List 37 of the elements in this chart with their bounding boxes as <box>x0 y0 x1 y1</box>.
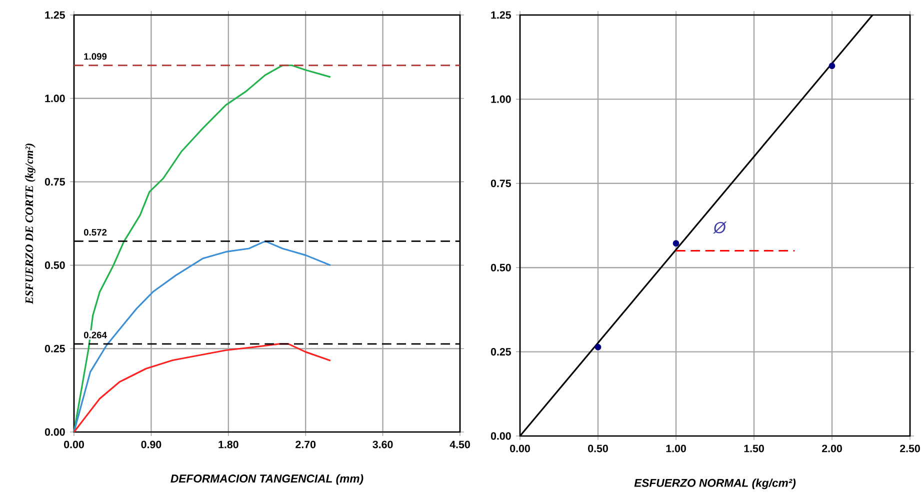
ref-line-label: 0.572 <box>84 228 107 236</box>
y-tick-label: 0.25 <box>44 344 65 352</box>
x-tick-label: 4.50 <box>450 440 470 448</box>
y-tick-label: 0.75 <box>44 178 65 186</box>
x-axis-title: DEFORMACION TANGENCIAL (mm) <box>170 474 364 485</box>
y-tick-label: 0.50 <box>490 264 511 272</box>
x-tick-label: 0.90 <box>141 440 162 448</box>
x-tick-label: 0.00 <box>64 440 84 448</box>
y-tick-label: 1.00 <box>491 95 511 103</box>
x-tick-label: 0.50 <box>588 444 608 452</box>
line-series <box>73 240 332 433</box>
y-tick-label: 0.25 <box>490 348 511 356</box>
x-tick-label: 3.60 <box>372 440 393 448</box>
y-tick-label: 1.25 <box>45 11 65 19</box>
ref-line-label: 1.099 <box>84 53 107 60</box>
x-axis-title: ESFUERZO NORMAL (kg/cm²) <box>634 478 796 490</box>
x-tick-label: 0.00 <box>510 444 530 452</box>
annotation: Ø <box>713 222 727 234</box>
x-tick-label: 2.00 <box>822 444 842 452</box>
point <box>594 344 602 350</box>
point <box>672 240 680 247</box>
x-tick-label: 1.50 <box>744 444 764 452</box>
y-tick-label: 0.50 <box>44 261 65 269</box>
y-tick-label: 0.75 <box>490 180 511 188</box>
y-tick-label: 0.00 <box>44 428 65 436</box>
x-tick-label: 2.50 <box>900 444 920 452</box>
ref-line-label: 0.264 <box>84 332 107 338</box>
line-series <box>73 64 332 433</box>
y-tick-label: 0.00 <box>490 432 511 440</box>
x-tick-label: 1.80 <box>218 440 238 448</box>
y-tick-label: 1.00 <box>45 94 65 102</box>
point <box>828 62 836 70</box>
x-tick-label: 2.70 <box>296 440 316 448</box>
y-tick-label: 1.25 <box>491 11 511 19</box>
line-series <box>73 343 332 433</box>
y-axis-title: ESFUERZO DE CORTE (kg/cm²) <box>25 144 36 304</box>
x-tick-label: 1.00 <box>666 444 686 452</box>
